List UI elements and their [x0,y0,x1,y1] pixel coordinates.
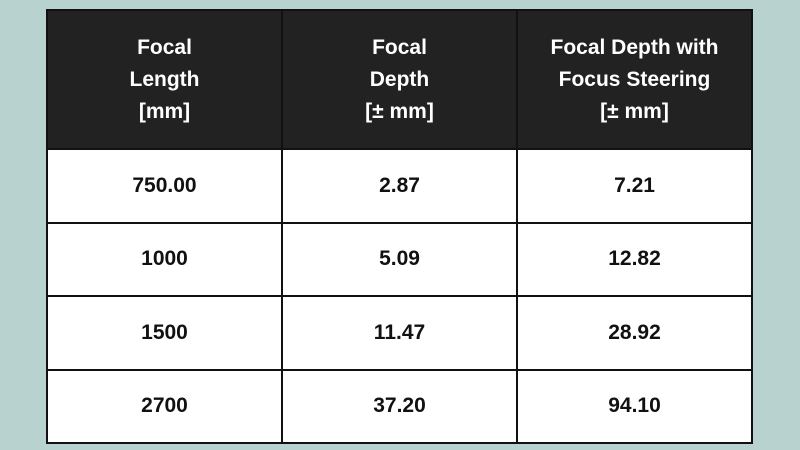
header-line: Depth [369,67,430,91]
table-cell: 12.82 [516,221,753,297]
table-cell: 37.20 [281,368,518,444]
header-line: [± mm] [365,99,434,123]
table-row: 1500 11.47 28.92 [46,295,753,371]
table-cell: 94.10 [516,368,753,444]
table-row: 750.00 2.87 7.21 [46,148,753,224]
table-cell: 750.00 [46,148,283,224]
header-cell: Focal Depth with Focus Steering [± mm] [516,9,753,150]
header-line: Length [129,67,200,91]
header-cell: Focal Depth [± mm] [281,9,518,150]
table-body: 750.00 2.87 7.21 1000 5.09 12.82 1500 11.47 28.9… [46,148,753,444]
data-table: Focal Length [mm] Focal Depth [± mm] Focal Dep… [46,9,753,444]
header-line: Focus Steering [558,67,711,91]
header-line: Focal Depth with [550,35,719,59]
header-line: Focal [372,35,427,59]
header-line: Focal [137,35,192,59]
header-line: [± mm] [600,99,669,123]
table-row: 1000 5.09 12.82 [46,221,753,297]
table-row: 2700 37.20 94.10 [46,368,753,444]
table-cell: 1000 [46,221,283,297]
table-cell: 7.21 [516,148,753,224]
table-cell: 5.09 [281,221,518,297]
header-line: [mm] [138,99,191,123]
table-container: Focal Length [mm] Focal Depth [± mm] Focal Dep… [46,9,753,444]
header-row: Focal Length [mm] Focal Depth [± mm] Focal Dep… [46,9,753,150]
header-cell: Focal Length [mm] [46,9,283,150]
table-cell: 1500 [46,295,283,371]
table-cell: 2700 [46,368,283,444]
table-header: Focal Length [mm] Focal Depth [± mm] Focal Dep… [46,9,753,150]
table-cell: 11.47 [281,295,518,371]
table-cell: 2.87 [281,148,518,224]
table-cell: 28.92 [516,295,753,371]
